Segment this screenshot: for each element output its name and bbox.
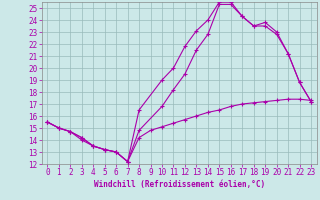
X-axis label: Windchill (Refroidissement éolien,°C): Windchill (Refroidissement éolien,°C): [94, 180, 265, 189]
